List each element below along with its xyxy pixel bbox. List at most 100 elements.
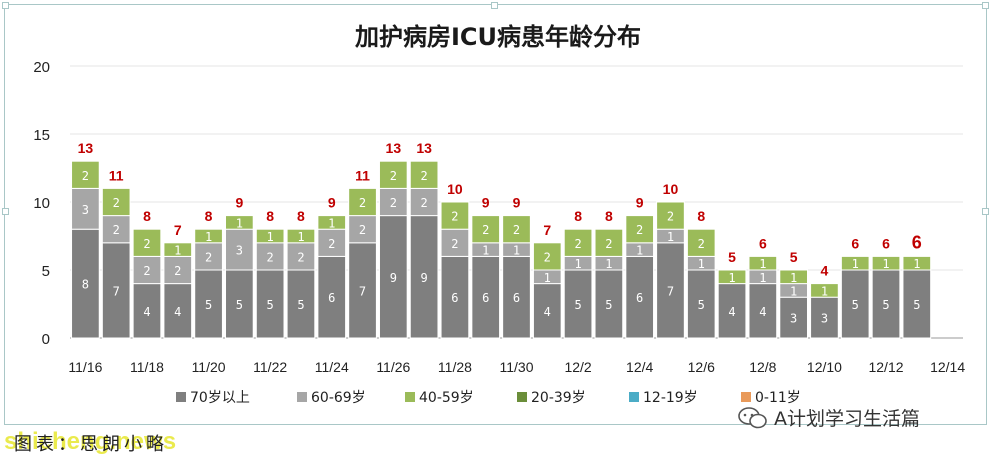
bar-segment [779,296,808,339]
bar-segment [132,228,162,257]
bar-segment [625,255,655,339]
segment-label: 2 [82,169,89,183]
total-label: 8 [697,208,705,224]
segment-label: 4 [759,305,766,319]
x-tick-label: 12/10 [807,359,842,375]
legend-label: 20-39岁 [531,390,586,406]
bar-segment [779,269,808,285]
bar-segment [194,242,223,271]
segment-label: 2 [513,223,520,237]
segment-label: 2 [636,223,643,237]
bar-segment [594,228,624,257]
total-label: 6 [882,235,890,251]
total-label: 6 [851,235,859,251]
segment-label: 1 [297,230,304,244]
segment-label: 2 [451,237,458,251]
legend-label: 60-69岁 [311,390,366,406]
x-axis: 11/16 11/18 11/20 11/22 11/24 11/26 11/28 11/30… [68,359,965,375]
segment-label: 2 [359,196,366,210]
bar-segment [409,160,439,189]
x-tick-label: 11/26 [376,359,410,375]
total-label: 10 [663,181,679,197]
legend: 70岁以上 60-69岁 40-59岁 20-39岁 12-19岁 0-11岁 [176,390,801,406]
segment-label: 5 [205,298,212,312]
bar-segment [225,228,254,271]
bar-segment [71,160,100,189]
account-watermark: A计划学习生活篇 [738,404,920,431]
bar-segment [163,255,193,285]
bar-segment [101,215,131,244]
segment-label: 2 [667,210,674,224]
bar-segment [810,283,839,298]
resize-handle-left[interactable] [2,208,9,215]
segment-label: 1 [882,257,889,271]
segment-label: 2 [421,196,428,210]
bar-segment [440,255,470,339]
x-tick-label: 11/24 [315,359,349,375]
total-label: 11 [355,167,370,183]
total-label: 6 [759,235,767,251]
segment-label: 1 [852,257,859,271]
bar-segment [532,283,562,339]
bar-segment [317,228,347,257]
segment-label: 9 [390,271,397,285]
x-tick-label: 11/16 [68,359,102,375]
x-tick-label: 11/20 [192,359,226,375]
segment-label: 2 [328,237,335,251]
segment-label: 1 [667,230,674,244]
bar-segment [502,255,531,339]
bar-segment [194,228,223,244]
segment-label: 6 [451,291,458,305]
bar-segment [440,201,470,230]
segment-label: 2 [113,223,120,237]
bar-segment [255,228,285,244]
segment-label: 2 [205,250,212,264]
segment-label: 2 [267,250,274,264]
total-label: 11 [109,167,124,183]
total-label: 13 [416,140,432,156]
bar-segment [378,160,408,189]
total-label: 4 [821,263,829,279]
legend-label: 0-11岁 [755,390,801,406]
x-tick-label: 11/22 [253,359,287,375]
total-label: 9 [235,195,243,211]
total-label: 8 [143,208,151,224]
segment-label: 3 [236,244,243,258]
bar-segment [101,242,131,339]
y-axis: 0 5 10 15 20 [33,59,50,348]
segment-label: 5 [605,298,612,312]
bar-segment [225,269,254,339]
bar-segment [317,215,347,230]
x-tick-label: 12/6 [688,359,715,375]
segment-label: 5 [574,298,581,312]
x-tick-label: 11/28 [438,359,472,375]
bar-segment [871,255,901,271]
segment-label: 3 [790,312,797,326]
segment-label: 1 [267,230,274,244]
segment-label: 4 [728,305,735,319]
total-label: 8 [297,208,305,224]
chart-title: 加护病房ICU病患年龄分布 [355,23,641,51]
bar-segment [317,255,347,339]
segment-label: 6 [636,291,643,305]
bar-segment [163,242,193,257]
segment-label: 2 [113,196,120,210]
resize-handle-right[interactable] [982,208,989,215]
bar-segment [471,215,501,244]
segment-label: 1 [790,284,797,298]
segment-label: 7 [113,284,120,298]
segment-label: 2 [143,237,150,251]
segment-label: 5 [913,298,920,312]
segment-label: 6 [513,291,520,305]
total-label: 8 [205,208,213,224]
segment-label: 1 [482,244,489,258]
legend-swatch [405,392,415,402]
x-tick-label: 12/2 [564,359,591,375]
resize-handle-top-right[interactable] [982,2,989,9]
legend-swatch [297,392,307,402]
resize-handle-top[interactable] [491,2,498,9]
segment-label: 5 [236,298,243,312]
resize-handle-top-left[interactable] [2,2,9,9]
segment-label: 1 [821,284,828,298]
site-watermark: shicheng.news [4,428,177,455]
